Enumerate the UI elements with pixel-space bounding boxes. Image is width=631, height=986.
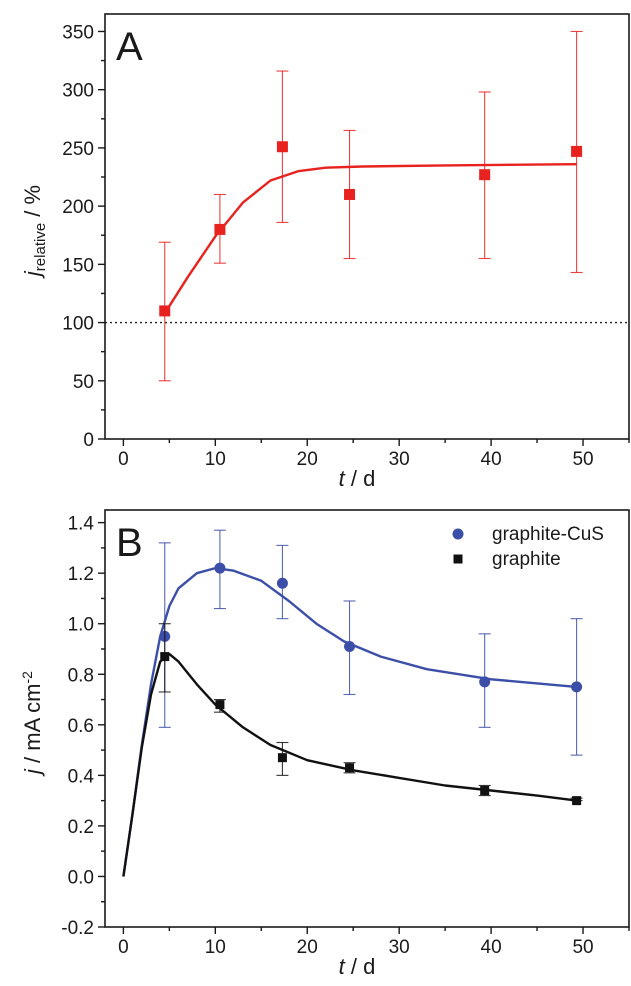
x-tick-label: 10 — [205, 937, 226, 958]
y-tick-label: 300 — [62, 81, 94, 102]
data-point — [344, 188, 356, 200]
x-axis-title: t / d — [339, 466, 376, 491]
y-tick-label: 100 — [62, 314, 94, 335]
data-point — [571, 145, 583, 157]
legend-label: graphite-CuS — [492, 524, 604, 545]
x-tick-label: 10 — [205, 449, 226, 470]
x-axis-title: t / d — [339, 954, 376, 979]
y-tick-label: 0 — [83, 430, 94, 451]
plot-frame — [104, 509, 630, 928]
fit-line — [163, 163, 577, 314]
data-point — [214, 223, 226, 235]
y-tick-label: 0.8 — [68, 665, 94, 686]
x-tick-label: 0 — [118, 937, 129, 958]
y-tick-label: 0.4 — [68, 766, 95, 787]
data-point — [276, 577, 288, 589]
data-point — [214, 562, 226, 574]
x-tick-label: 50 — [572, 449, 593, 470]
data-point — [215, 700, 225, 710]
y-tick-label: 150 — [62, 255, 94, 276]
legend-marker — [453, 554, 463, 564]
data-point — [479, 676, 491, 688]
panel-letter: A — [116, 25, 143, 69]
data-point — [345, 763, 355, 773]
y-tick-label: 0.0 — [68, 867, 94, 888]
y-tick-label: 250 — [62, 139, 94, 160]
y-axis-title: j / mA cm-2 — [19, 671, 45, 777]
legend-marker — [452, 528, 464, 540]
legend-label: graphite — [492, 549, 561, 570]
panel-b: 0 10 20 30 40 50 -0.2 0.0 0.2 0.4 0.6 0.8 1.0 1.2 1.4 B… — [19, 509, 630, 979]
y-axis-title: jrelative / % — [20, 185, 49, 279]
x-tick-label: 20 — [297, 937, 318, 958]
y-tick-label: 1.2 — [68, 564, 94, 585]
data-point — [479, 169, 491, 181]
y-tick-label: 0.2 — [68, 817, 94, 838]
data-point — [571, 681, 583, 693]
y-tick-label: 1.0 — [68, 615, 94, 636]
x-tick-label: 0 — [118, 449, 129, 470]
data-point — [572, 796, 582, 806]
panel-letter: B — [116, 521, 143, 565]
y-tick-label: 200 — [62, 197, 94, 218]
fit-line — [122, 652, 577, 877]
x-tick-label: 40 — [481, 449, 502, 470]
data-point — [344, 640, 356, 652]
data-point — [480, 786, 490, 796]
y-tick-label: 50 — [73, 372, 94, 393]
y-tick-label: -0.2 — [61, 918, 94, 939]
data-point — [160, 652, 170, 662]
plot-frame — [104, 13, 630, 440]
y-tick-label: 0.6 — [68, 716, 94, 737]
data-point — [277, 753, 287, 763]
data-point — [276, 141, 288, 153]
panel-a: 0 10 20 30 40 50 0 50 100 150 200 250 300 350 At / d jr… — [20, 13, 630, 491]
x-tick-label: 20 — [297, 449, 318, 470]
x-tick-label: 30 — [389, 449, 410, 470]
x-tick-label: 40 — [481, 937, 502, 958]
x-tick-label: 30 — [389, 937, 410, 958]
data-point — [159, 305, 171, 317]
x-tick-label: 50 — [572, 937, 593, 958]
y-tick-label: 1.4 — [68, 514, 95, 535]
y-tick-label: 350 — [62, 22, 94, 43]
